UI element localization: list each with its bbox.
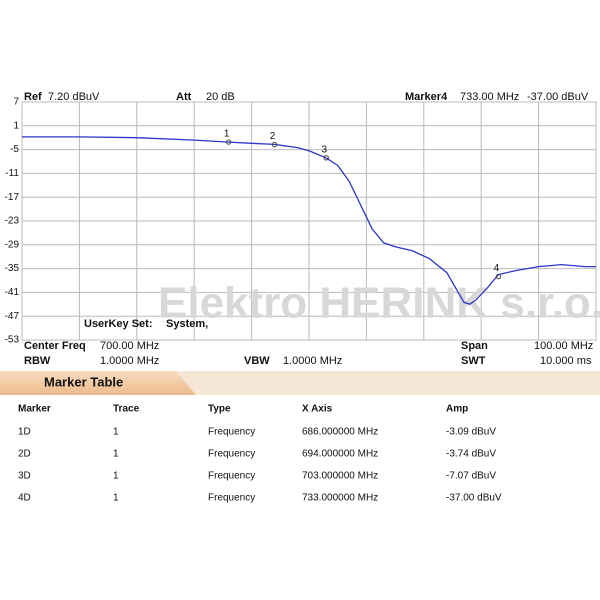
y-tick-label: 7: [13, 97, 19, 108]
column-header: X Axis: [302, 404, 333, 415]
table-cell: 1: [113, 471, 119, 482]
table-cell: 733.000000 MHz: [302, 493, 378, 504]
y-tick-label: -29: [5, 239, 20, 250]
table-cell: Frequency: [208, 493, 255, 504]
table-cell: 2D: [18, 449, 31, 460]
table-cell: Frequency: [208, 471, 255, 482]
column-header: Amp: [446, 404, 468, 415]
span-label: Span: [461, 340, 488, 352]
table-cell: 3D: [18, 471, 31, 482]
y-tick-label: -23: [5, 216, 20, 227]
table-cell: -3.74 dBuV: [446, 449, 496, 460]
watermark: Elektro HERINK s.r.o.: [158, 279, 600, 328]
table-cell: 4D: [18, 493, 31, 504]
y-tick-label: -41: [5, 287, 20, 298]
vbw-label: VBW: [244, 355, 270, 367]
marker-point: [495, 273, 502, 280]
column-header: Type: [208, 404, 231, 415]
table-cell: 1: [113, 493, 119, 504]
y-tick-label: -11: [5, 168, 19, 179]
marker-label: 3: [321, 144, 327, 155]
vbw-value: 1.0000 MHz: [283, 355, 342, 367]
span-value: 100.00 MHz: [534, 340, 593, 352]
table-cell: 1: [113, 427, 119, 438]
marker-label: Marker4: [405, 91, 448, 103]
marker-freq: 733.00 MHz: [460, 91, 519, 103]
att-value: 20 dB: [206, 91, 235, 103]
table-cell: 1: [113, 449, 119, 460]
att-label: Att: [176, 91, 192, 103]
column-header: Trace: [113, 404, 140, 415]
table-cell: 703.000000 MHz: [302, 471, 378, 482]
table-cell: 686.000000 MHz: [302, 427, 378, 438]
column-header: Marker: [18, 404, 51, 415]
table-cell: -7.07 dBuV: [446, 471, 496, 482]
y-tick-label: -53: [5, 335, 20, 346]
ref-value: 7.20 dBuV: [48, 91, 100, 103]
table-cell: 694.000000 MHz: [302, 449, 378, 460]
marker-label: 4: [494, 263, 500, 274]
y-tick-label: -35: [5, 263, 20, 274]
ref-label: Ref: [24, 91, 42, 103]
marker-point: [323, 155, 329, 161]
marker-amp: -37.00 dBuV: [527, 91, 589, 103]
table-cell: 1D: [18, 427, 31, 438]
table-title: Marker Table: [44, 374, 123, 389]
table-cell: -3.09 dBuV: [446, 427, 496, 438]
swt-value: 10.000 ms: [540, 355, 592, 367]
y-tick-label: -17: [5, 192, 20, 203]
table-tab: [0, 371, 196, 395]
y-tick-label: -47: [5, 311, 20, 322]
rbw-label: RBW: [24, 355, 51, 367]
marker-point: [225, 139, 232, 145]
table-cell: Frequency: [208, 427, 255, 438]
y-tick-label: 1: [13, 120, 19, 131]
swt-label: SWT: [461, 355, 486, 367]
marker-label: 1: [224, 129, 230, 140]
table-cell: Frequency: [208, 449, 255, 460]
rbw-value: 1.0000 MHz: [100, 355, 159, 367]
marker-label: 2: [270, 131, 276, 142]
center-value: 700.00 MHz: [100, 340, 159, 352]
userkey-label: UserKey Set:: [84, 318, 152, 330]
trace: [22, 136, 596, 306]
marker-point: [271, 141, 278, 148]
userkey-value: System,: [166, 318, 208, 330]
center-label: Center Freq: [24, 340, 86, 352]
table-cell: -37.00 dBuV: [446, 493, 502, 504]
y-tick-label: -5: [10, 144, 19, 155]
